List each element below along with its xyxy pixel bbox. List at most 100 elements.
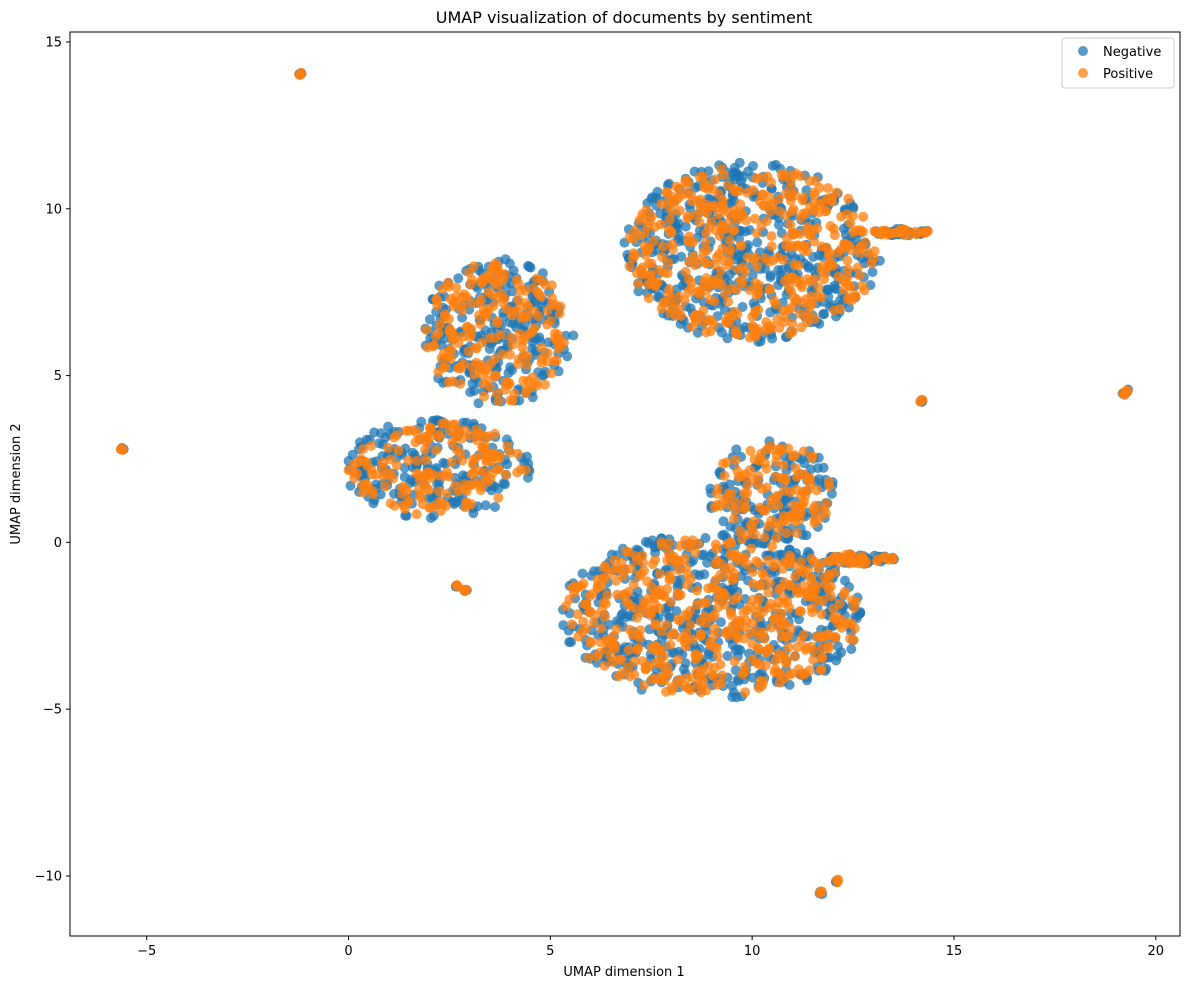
x-tick-label: 5 [546,944,554,959]
scatter-point [787,668,798,679]
scatter-point [459,289,469,300]
scatter-point [455,378,466,389]
legend: Negative Positive [1061,37,1175,89]
scatter-point [795,587,805,598]
scatter-point [480,500,491,511]
scatter-point [403,455,414,466]
scatter-point [493,492,504,503]
scatter-point [698,549,709,560]
scatter-point [640,663,651,674]
scatter-point [690,547,701,558]
scatter-point [461,498,472,509]
scatter-point [757,568,768,579]
scatter-point [645,270,656,281]
scatter-point [673,192,684,203]
scatter-point [457,312,468,323]
legend-label-positive: Positive [1103,67,1153,82]
scatter-point [700,257,711,268]
scatter-point [630,250,641,261]
scatter-point [709,296,720,307]
scatter-point [513,279,524,290]
scatter-point [423,467,434,477]
scatter-point [693,651,704,662]
scatter-point [720,628,731,638]
scatter-point [744,602,755,612]
scatter-point [739,503,749,514]
scatter-point [779,473,790,483]
legend-marker-positive [1078,68,1088,78]
scatter-point [536,291,547,302]
scatter-point [816,652,827,663]
scatter-point [754,611,764,622]
scatter-point [578,616,589,627]
scatter-point [447,335,458,345]
scatter-point [523,260,534,271]
scatter-point [751,173,762,184]
scatter-point [741,559,752,570]
scatter-point [850,289,861,300]
scatter-point [637,656,648,667]
scatter-point [501,469,511,480]
legend-marker-negative [1078,46,1088,56]
scatter-point [564,637,575,648]
scatter-point [554,308,565,319]
x-axis-label: UMAP dimension 1 [563,965,684,980]
scatter-point [447,437,458,448]
scatter-point [434,496,445,507]
scatter-point [741,615,752,626]
scatter-point [577,568,588,579]
scatter-point [857,280,867,291]
scatter-point [546,368,557,379]
scatter-point [828,555,839,566]
scatter-point [647,559,658,570]
scatter-point [516,464,527,475]
scatter-point [711,488,722,499]
scatter-point [465,387,476,398]
scatter-point [681,562,692,573]
scatter-point [521,359,532,370]
scatter-point [802,474,813,485]
scatter-point [410,437,421,448]
scatter-point [488,300,499,311]
scatter-point [682,610,693,621]
scatter-point [732,633,743,644]
scatter-point [650,600,661,610]
scatter-point [814,199,825,210]
scatter-point [742,187,753,198]
scatter-point [782,596,793,607]
scatter-point [462,321,473,332]
scatter-point [774,322,785,333]
scatter-point [792,642,803,653]
scatter-point [478,378,489,389]
scatter-point [717,279,727,290]
scatter-point [345,480,356,491]
scatter-point [818,462,829,473]
scatter-point [843,193,854,204]
scatter-point [698,247,709,258]
x-tick-label: 20 [1148,944,1165,959]
scatter-point [767,333,778,344]
scatter-point [787,206,798,217]
scatter-point [752,478,763,489]
scatter-point [596,623,607,634]
scatter-point [770,471,781,482]
scatter-point [779,577,790,588]
scatter-point [858,553,869,564]
scatter-point [618,570,628,581]
scatter-point [734,251,745,262]
scatter-point [657,252,668,262]
scatter-point [675,589,686,600]
scatter-point [603,635,613,646]
scatter-point [637,209,648,220]
scatter-point [500,384,511,395]
scatter-point [802,222,813,232]
scatter-point [844,240,854,251]
y-tick-label: 10 [45,202,62,217]
scatter-point [824,629,835,640]
scatter-point [518,375,529,386]
scatter-point [680,658,691,669]
scatter-point [523,472,533,483]
scatter-point [811,485,822,496]
scatter-point [679,681,690,692]
scatter-point [513,354,524,365]
